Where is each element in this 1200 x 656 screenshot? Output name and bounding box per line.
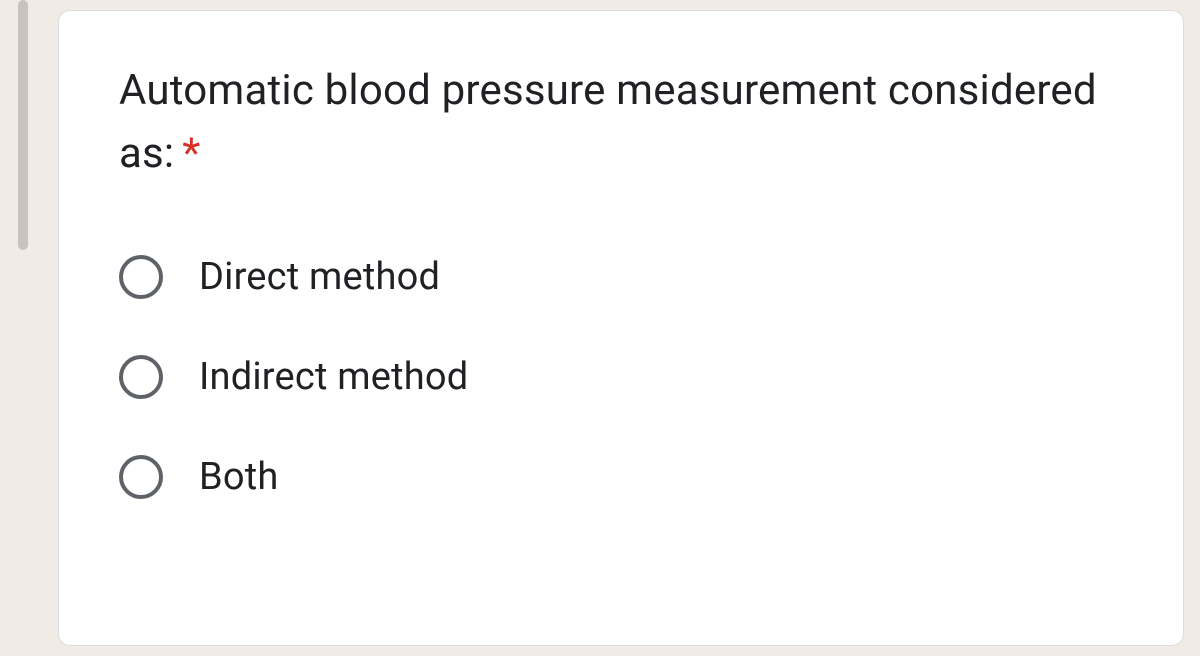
- radio-circle-icon: [119, 255, 163, 299]
- radio-circle-icon: [119, 455, 163, 499]
- radio-option-direct-method[interactable]: Direct method: [119, 255, 1123, 299]
- question-title-row: Automatic blood pressure measurement con…: [119, 59, 1123, 185]
- option-label: Indirect method: [199, 355, 468, 399]
- options-container: Direct method Indirect method Both: [119, 255, 1123, 499]
- radio-option-indirect-method[interactable]: Indirect method: [119, 355, 1123, 399]
- option-label: Direct method: [199, 255, 440, 299]
- required-asterisk: *: [182, 129, 200, 178]
- option-label: Both: [199, 455, 279, 499]
- radio-circle-icon: [119, 355, 163, 399]
- question-card: Automatic blood pressure measurement con…: [58, 10, 1184, 646]
- question-text: Automatic blood pressure measurement con…: [119, 66, 1097, 178]
- scroll-indicator: [18, 0, 28, 250]
- radio-option-both[interactable]: Both: [119, 455, 1123, 499]
